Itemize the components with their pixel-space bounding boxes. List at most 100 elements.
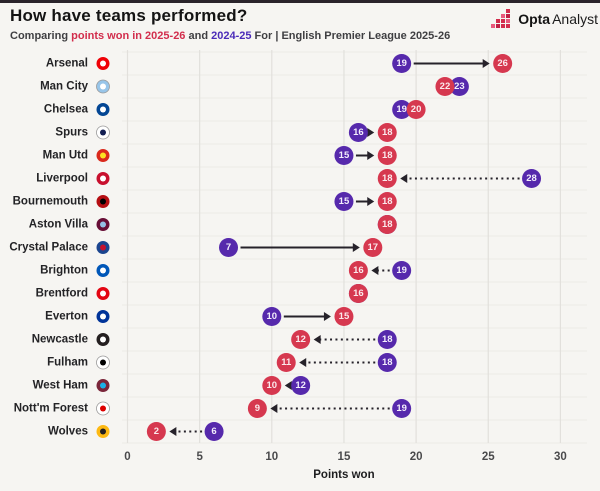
team-row: Brighton 19 16 (40, 261, 412, 280)
badge-inner (100, 221, 106, 228)
badge-inner (100, 60, 106, 67)
dot-2024-25 (219, 238, 239, 257)
dot-value-2024-25: 23 (454, 81, 465, 92)
club-badge-icon (96, 125, 110, 140)
subtitle: Comparing points won in 2025-26 and 2024… (10, 30, 590, 42)
club-badge-icon (96, 333, 110, 346)
arrowhead-left (400, 174, 408, 183)
dot-2025-26 (377, 146, 397, 165)
header: How have teams performed? Comparing poin… (10, 6, 590, 42)
dot-2024-25 (334, 192, 354, 211)
team-row: Spurs 16 18 (55, 123, 397, 142)
club-badge-icon (96, 218, 110, 231)
arrowhead-left (299, 358, 307, 367)
x-tick-label: 10 (265, 451, 278, 463)
club-badge-icon (96, 379, 110, 392)
club-badge-icon (96, 264, 110, 277)
badge-inner (100, 267, 106, 274)
dot-value-2024-25: 12 (295, 380, 306, 391)
x-tick-label: 5 (196, 451, 203, 463)
dot-2025-26 (262, 376, 282, 395)
opta-analyst-logo: Opta Analyst (491, 8, 598, 30)
subtitle-suffix: For | English Premier League 2025-26 (251, 30, 451, 42)
badge-inner (100, 244, 106, 251)
dot-value-2024-25: 28 (526, 173, 537, 184)
dot-value-2025-26: 18 (382, 127, 393, 138)
arrowhead-right (352, 243, 360, 252)
team-row: West Ham 12 10 (33, 376, 311, 395)
top-accent-bar (0, 0, 600, 3)
dot-2025-26 (377, 215, 397, 234)
dot-value-2024-25: 19 (396, 403, 407, 414)
dot-value-2024-25: 19 (396, 58, 407, 69)
team-row: Liverpool 28 18 (36, 169, 542, 188)
dot-value-2025-26: 26 (497, 58, 508, 69)
dot-value-2024-25: 18 (382, 357, 393, 368)
dot-value-2025-26: 17 (368, 242, 379, 253)
dot-value-2024-25: 6 (211, 426, 216, 437)
team-row: Brentford1616 (36, 284, 368, 303)
team-label: Aston Villa (29, 219, 89, 231)
x-tick-label: 15 (338, 451, 351, 463)
team-row: Man Utd 15 18 (43, 146, 397, 165)
team-row: Bournemouth 15 18 (13, 192, 397, 211)
team-row: Aston Villa1818 (29, 215, 397, 234)
arrowhead-left (284, 381, 292, 390)
dot-value-2025-26: 16 (353, 265, 364, 276)
dot-2025-26 (406, 100, 426, 119)
team-row: Crystal Palace 7 17 (9, 238, 383, 257)
dot-value-2024-25: 10 (267, 311, 278, 322)
dot-2024-25 (377, 330, 397, 349)
x-tick-label: 25 (482, 451, 495, 463)
badge-inner (100, 382, 106, 389)
dot-value-2024-25: 16 (353, 127, 364, 138)
badge-inner (100, 405, 106, 412)
club-badge-icon (96, 103, 110, 116)
dot-value-2025-26: 18 (382, 196, 393, 207)
team-label: Brentford (36, 288, 88, 300)
arrowhead-right (323, 312, 331, 321)
dot-value-2025-26: 2 (154, 426, 159, 437)
team-label: Arsenal (46, 58, 88, 70)
arrowhead-left (371, 266, 379, 275)
team-row: Wolves 6 2 (48, 422, 224, 441)
badge-inner (100, 175, 106, 182)
dot-value-2025-26: 11 (281, 357, 292, 368)
dot-2024-25 (449, 77, 469, 96)
dot-2024-25 (377, 353, 397, 372)
subtitle-season-2024-25: 2024-25 (211, 30, 252, 42)
badge-inner (100, 106, 106, 113)
dot-2025-26 (348, 261, 368, 280)
team-row: Fulham 18 11 (47, 353, 397, 372)
dot-2025-26 (247, 399, 267, 418)
badge-inner (100, 152, 106, 159)
club-badge-icon (96, 241, 110, 254)
dot-2025-26 (334, 307, 354, 326)
team-label: Bournemouth (13, 196, 88, 208)
arrowhead-right (367, 128, 375, 137)
team-row: Everton 10 15 (45, 307, 354, 326)
dot-value-2024-25: 7 (226, 242, 231, 253)
dot-value-2024-25: 19 (396, 104, 407, 115)
team-row: Chelsea 19 20 (44, 100, 426, 119)
badge-inner (100, 198, 106, 205)
dot-2025-26 (348, 284, 368, 303)
dot-value-2025-26: 15 (339, 311, 350, 322)
club-badge-icon (96, 355, 110, 370)
badge-inner (100, 359, 106, 366)
dot-2025-26 (146, 422, 166, 441)
arrowhead-left (313, 335, 321, 344)
dot-2024-25 (291, 376, 311, 395)
team-label: Crystal Palace (9, 242, 88, 254)
arrowhead-left (169, 427, 177, 436)
dot-2024-25 (262, 307, 282, 326)
dot-2025-26 (377, 123, 397, 142)
team-label: Man Utd (43, 150, 88, 162)
team-label: Everton (45, 311, 88, 323)
team-label: Spurs (55, 127, 88, 139)
club-badge-icon (96, 287, 110, 300)
team-label: West Ham (33, 380, 88, 392)
team-label: Brighton (40, 265, 88, 277)
x-tick-label: 30 (554, 451, 567, 463)
